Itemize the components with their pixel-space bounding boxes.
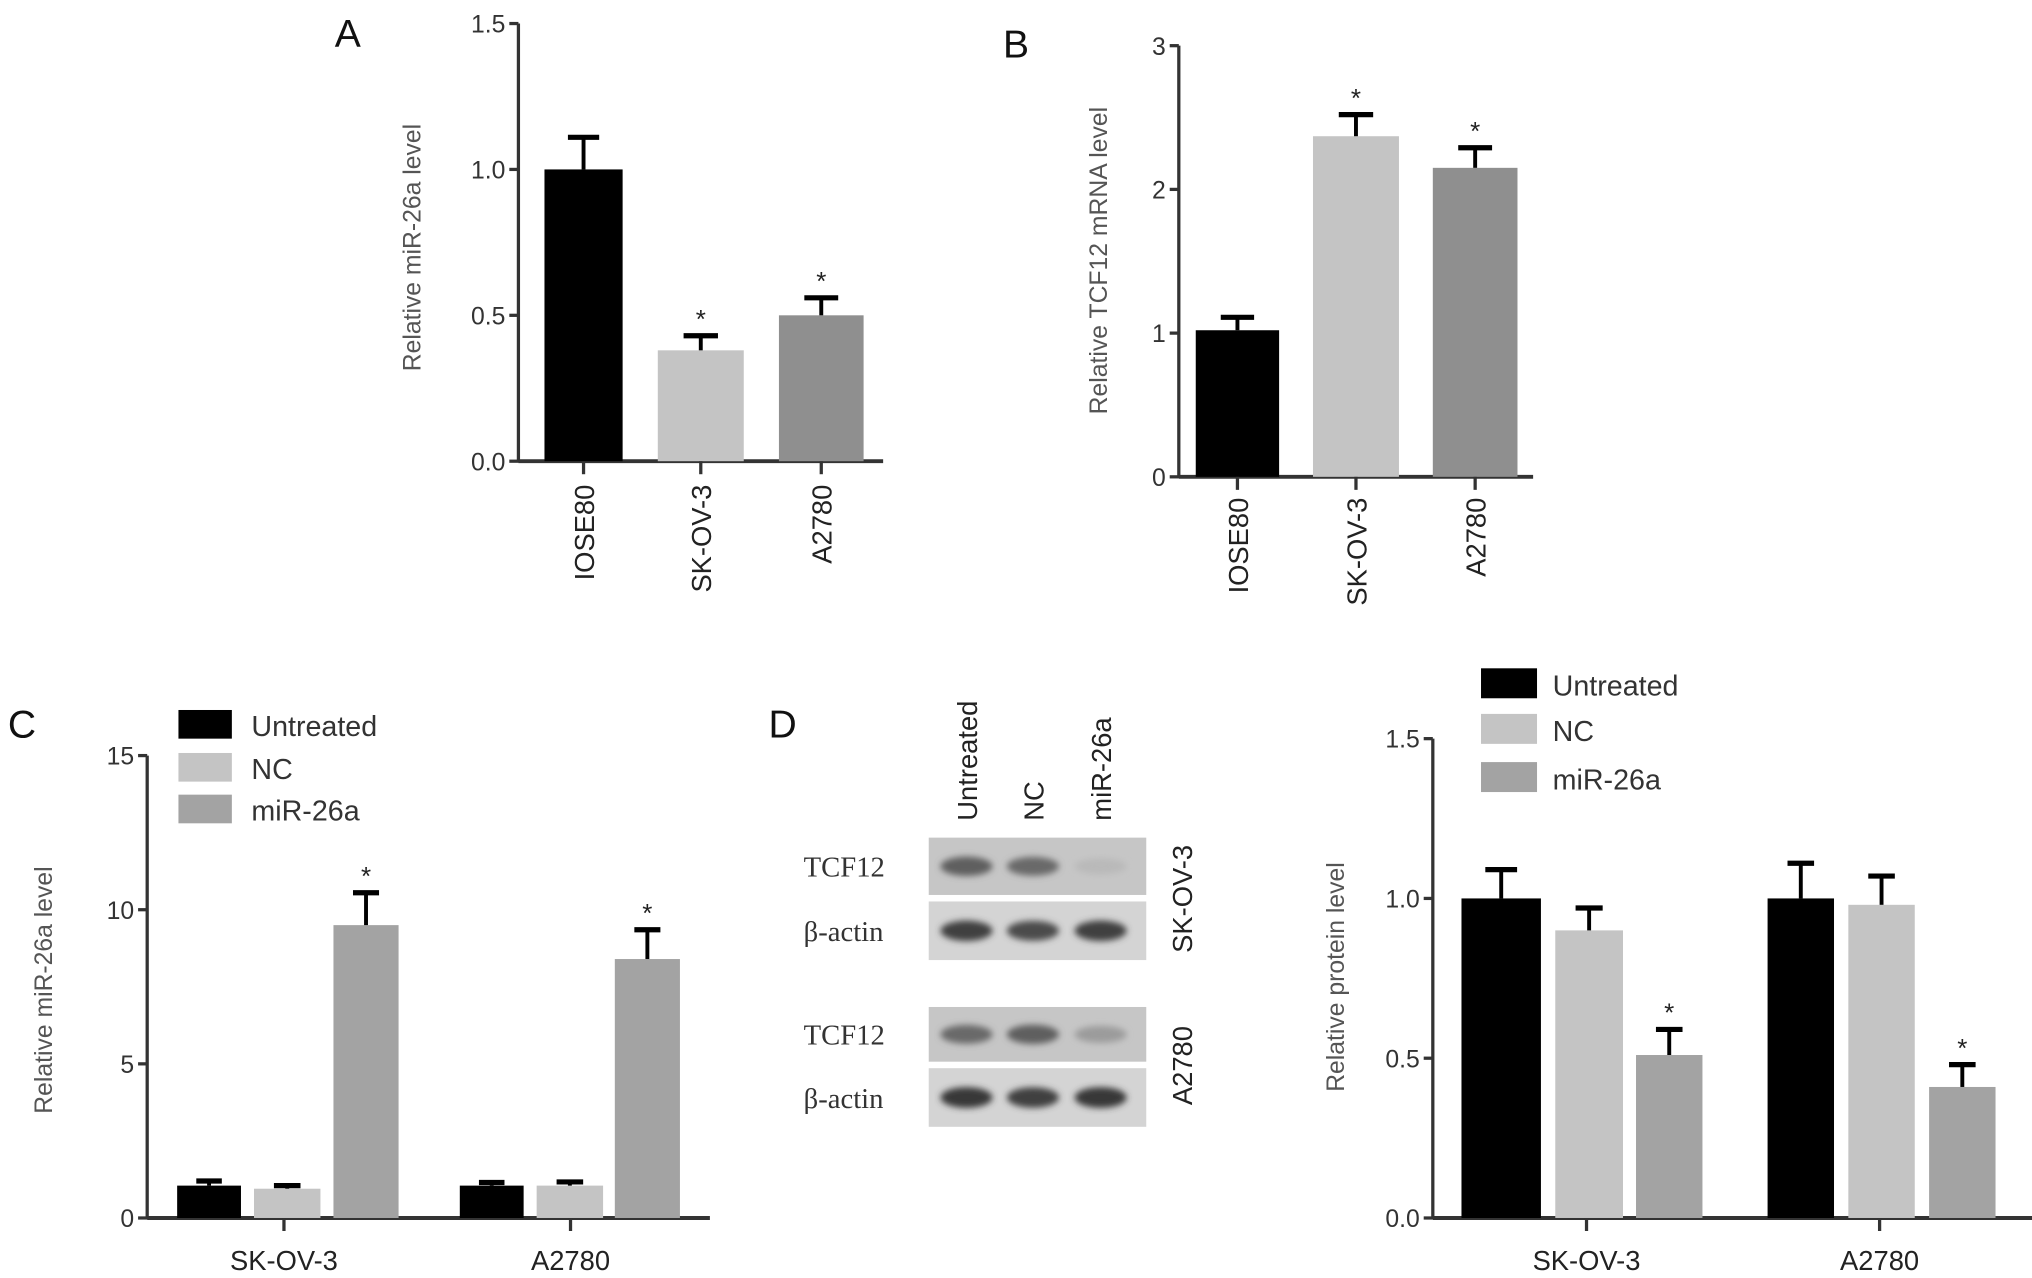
western-blot: Untreated NC miR-26a TCF12 β-actin TCF12 β-act… <box>804 701 1198 1127</box>
y-axis-label: Relative protein level <box>1323 862 1350 1092</box>
blot-lane-label: Untreated <box>952 701 983 821</box>
y-tick-label: 1 <box>1152 321 1166 348</box>
legend-swatch <box>178 752 232 782</box>
x-tick-label: IOSE80 <box>569 485 600 581</box>
x-tick-label: A2780 <box>531 1245 610 1276</box>
legend-swatch <box>178 709 232 739</box>
blot-band <box>940 920 993 941</box>
panel-letter-b: B <box>1003 23 1029 66</box>
panel-letter-c: C <box>8 703 36 746</box>
significance-star: * <box>1351 83 1361 113</box>
x-tick-label: SK-OV-3 <box>1533 1245 1641 1276</box>
panel-letter-d: D <box>769 703 797 746</box>
blot-band <box>940 1087 993 1108</box>
legend-swatch <box>1481 762 1538 793</box>
bar <box>544 169 623 462</box>
x-tick-label: A2780 <box>1840 1245 1919 1276</box>
legend-label: Untreated <box>1553 671 1679 703</box>
legend-swatch <box>1481 668 1538 699</box>
x-tick-label: SK-OV-3 <box>686 485 717 593</box>
blot-band <box>1074 1087 1127 1108</box>
blot-band <box>1074 1025 1127 1043</box>
y-tick-label: 2 <box>1152 178 1166 205</box>
legend-label: Untreated <box>251 711 377 743</box>
y-tick-label: 0.0 <box>1385 1206 1419 1233</box>
blot-row-label: TCF12 <box>804 852 885 884</box>
bar <box>1929 1086 1996 1218</box>
blot-band <box>1006 1087 1059 1108</box>
chart-panel-c: 0 5 10 15 Relative miR-26a level Untreated NC *… <box>31 709 710 1276</box>
bar <box>614 959 680 1218</box>
y-tick-label: 0 <box>1152 465 1166 492</box>
blot-band <box>1006 920 1059 941</box>
x-tick-label: SK-OV-3 <box>1341 498 1372 606</box>
blot-band <box>940 1024 993 1044</box>
y-tick-label: 15 <box>107 744 135 771</box>
chart-panel-b: 0 1 2 3 Relative TCF12 mRNA level IOSE80 * SK-O… <box>1086 34 1534 606</box>
bar <box>459 1185 524 1218</box>
blot-band <box>1006 1024 1059 1044</box>
legend-label: miR-26a <box>1553 764 1661 796</box>
bar <box>657 350 744 462</box>
y-tick-label: 0 <box>120 1206 134 1233</box>
y-tick-label: 3 <box>1152 34 1166 61</box>
bar <box>1848 904 1915 1218</box>
chart-panel-a: 0.0 0.5 1.0 1.5 Relative miR-26a level IOSE80… <box>400 12 884 593</box>
y-axis-label: Relative miR-26a level <box>400 124 427 371</box>
bar <box>177 1185 241 1218</box>
y-axis-label: Relative miR-26a level <box>31 866 58 1113</box>
bar <box>778 315 864 462</box>
blot-cell-line-label: SK-OV-3 <box>1167 845 1198 953</box>
legend-label: NC <box>1553 716 1594 748</box>
y-tick-label: 1.5 <box>1385 727 1419 754</box>
y-tick-label: 0.5 <box>1385 1046 1419 1073</box>
bar <box>333 925 399 1218</box>
legend-label: miR-26a <box>251 796 359 828</box>
bar <box>254 1188 321 1218</box>
blot-band <box>1074 858 1127 875</box>
x-tick-label: A2780 <box>1461 498 1492 577</box>
x-tick-label: IOSE80 <box>1223 498 1254 594</box>
y-tick-label: 10 <box>107 898 135 925</box>
significance-star: * <box>696 304 706 334</box>
significance-star: * <box>1470 116 1480 146</box>
significance-star: * <box>1664 998 1674 1028</box>
x-tick-label: A2780 <box>807 485 838 564</box>
bar <box>1555 930 1623 1218</box>
blot-band <box>940 856 993 876</box>
y-tick-label: 1.0 <box>471 158 505 185</box>
y-axis-label: Relative TCF12 mRNA level <box>1086 107 1113 414</box>
panel-letter-a: A <box>335 13 361 56</box>
significance-star: * <box>1957 1033 1967 1063</box>
y-tick-label: 0.5 <box>471 303 505 330</box>
bar <box>1195 330 1280 477</box>
chart-panel-d: 0.0 0.5 1.0 1.5 Relative protein level Untrea… <box>1323 668 2032 1276</box>
y-tick-label: 5 <box>120 1052 134 1079</box>
y-tick-label: 1.5 <box>471 12 505 39</box>
blot-band <box>1006 856 1059 876</box>
bar <box>1636 1055 1703 1218</box>
blot-row-label: β-actin <box>804 916 884 948</box>
legend-label: NC <box>251 754 292 786</box>
bar <box>1312 136 1399 477</box>
blot-band <box>1074 920 1127 941</box>
blot-row-label: β-actin <box>804 1083 884 1115</box>
legend-swatch <box>1481 713 1538 744</box>
blot-row-label: TCF12 <box>804 1020 885 1052</box>
bar <box>1767 898 1835 1218</box>
bar <box>1432 167 1518 477</box>
legend-swatch <box>178 794 232 824</box>
blot-lane-label: miR-26a <box>1086 717 1117 821</box>
significance-star: * <box>642 898 652 928</box>
blot-lane-label: NC <box>1018 781 1049 821</box>
significance-star: * <box>816 266 826 296</box>
y-tick-label: 1.0 <box>1385 887 1419 914</box>
significance-star: * <box>361 861 371 891</box>
y-tick-label: 0.0 <box>471 449 505 476</box>
blot-cell-line-label: A2780 <box>1167 1026 1198 1105</box>
bar <box>536 1185 604 1218</box>
bar <box>1461 898 1541 1218</box>
x-tick-label: SK-OV-3 <box>230 1245 338 1276</box>
